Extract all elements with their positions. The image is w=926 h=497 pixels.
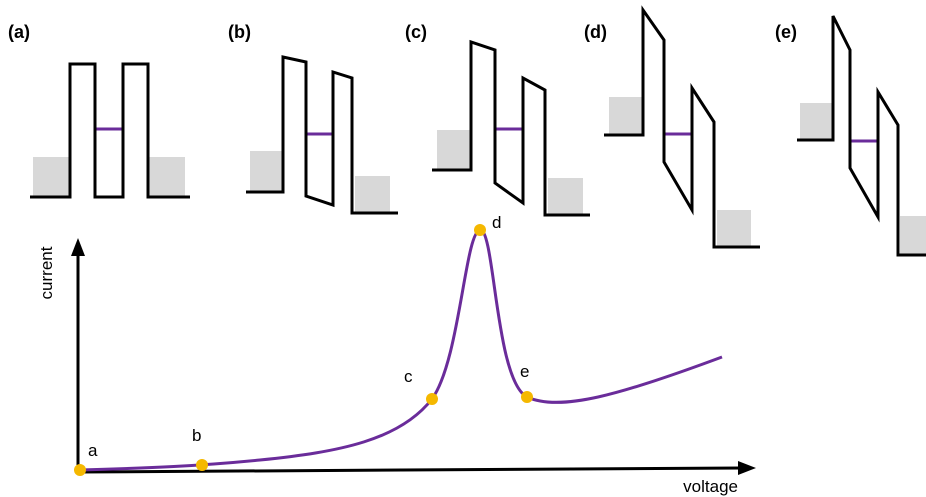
point-label: a — [88, 441, 98, 460]
x-axis-label: voltage — [683, 477, 738, 496]
panel: (e) — [775, 16, 926, 255]
panel-label: (e) — [775, 22, 797, 42]
panel-label: (c) — [405, 22, 427, 42]
point — [74, 464, 86, 476]
arrow-head — [738, 461, 756, 475]
point-label: e — [520, 362, 529, 381]
fermi-sea — [717, 210, 751, 247]
fermi-sea — [33, 157, 70, 197]
panel-label: (d) — [584, 22, 607, 42]
fermi-sea — [437, 130, 471, 170]
point-label: b — [192, 426, 201, 445]
panel: (a) — [8, 22, 190, 197]
panel: (d) — [584, 10, 760, 247]
point — [426, 393, 438, 405]
panel: (b) — [228, 22, 398, 213]
iv-plot: current voltage a b c d e — [37, 213, 756, 496]
point — [474, 224, 486, 236]
point-label: c — [404, 367, 413, 386]
fermi-sea — [548, 178, 583, 215]
panel: (c) — [405, 22, 590, 215]
x-axis — [78, 468, 742, 472]
y-axis-label: current — [37, 246, 56, 299]
fermi-sea — [900, 216, 926, 255]
fermi-sea — [355, 176, 390, 213]
point-label: d — [492, 213, 501, 232]
point — [196, 459, 208, 471]
fermi-sea — [609, 97, 643, 135]
fermi-sea — [250, 151, 283, 192]
diagram: (a) (b) (c) (d) (e) — [0, 0, 926, 497]
point — [521, 391, 533, 403]
fermi-sea — [148, 157, 185, 197]
panel-label: (a) — [8, 22, 30, 42]
iv-curve — [80, 230, 722, 470]
fermi-sea — [800, 103, 833, 140]
panel-label: (b) — [228, 22, 251, 42]
arrow-head — [71, 238, 85, 256]
